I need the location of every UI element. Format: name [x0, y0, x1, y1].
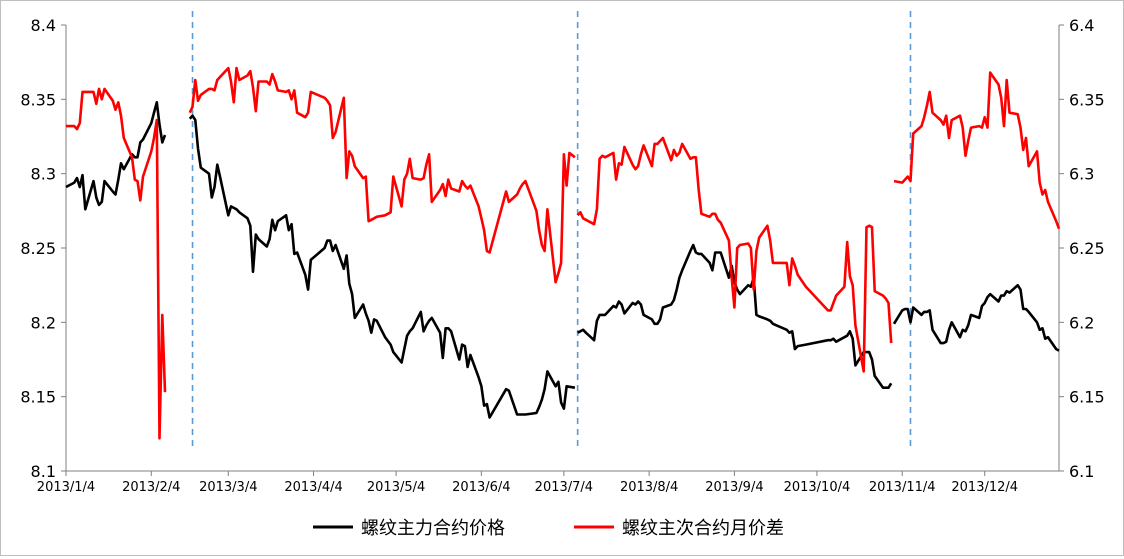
right-y-tick-label: 6.35: [1069, 90, 1105, 109]
right-y-tick-label: 6.2: [1069, 313, 1094, 332]
series-line-month-spread: [66, 87, 167, 440]
left-y-tick-label: 8.3: [31, 165, 56, 184]
series-group: [65, 66, 1061, 440]
right-y-tick-label: 6.3: [1069, 165, 1094, 184]
x-tick-label: 2013/8/4: [620, 480, 678, 495]
legend-label-main: 螺纹主力合约价格: [361, 518, 505, 539]
left-y-tick-label: 8.35: [20, 90, 56, 109]
reference-lines: [191, 11, 912, 449]
right-y-tick-label: 6.4: [1069, 16, 1094, 35]
right-y-tick-label: 6.1: [1069, 462, 1094, 481]
series-line-main-contract-price: [65, 101, 167, 211]
left-y-tick-label: 8.2: [31, 313, 56, 332]
series-line-main-contract-price: [577, 243, 893, 390]
x-tick-label: 2013/5/4: [367, 480, 425, 495]
left-y-tick-label: 8.15: [20, 388, 56, 407]
legend-label-spread: 螺纹主次合约月价差: [622, 518, 784, 539]
series-line-main-contract-price: [188, 114, 576, 419]
legend: 螺纹主力合约价格 螺纹主次合约月价差: [313, 518, 784, 539]
x-tick-label: 2013/6/4: [452, 480, 510, 495]
x-tick-label: 2013/4/4: [284, 480, 342, 495]
series-line-main-contract-price: [892, 283, 1060, 352]
right-y-tick-label: 6.25: [1069, 239, 1105, 258]
x-tick-label: 2013/10/4: [784, 480, 851, 495]
x-tick-label: 2013/1/4: [37, 480, 95, 495]
x-tick-label: 2013/3/4: [199, 480, 257, 495]
series-line-month-spread: [188, 66, 576, 284]
left-y-tick-label: 8.25: [20, 239, 56, 258]
left-y-tick-label: 8.1: [31, 462, 56, 481]
x-tick-label: 2013/2/4: [122, 480, 180, 495]
right-y-tick-label: 6.15: [1069, 388, 1105, 407]
left-y-tick-label: 8.4: [31, 16, 56, 35]
x-tick-label: 2013/12/4: [951, 480, 1018, 495]
x-tick-label: 2013/7/4: [535, 480, 593, 495]
x-tick-label: 2013/11/4: [869, 480, 936, 495]
axes: 8.1 8.15 8.2 8.25 8.3 8.35 8.4 6.1 6.15 6.2 6.25 6.…: [20, 16, 1104, 495]
x-tick-label: 2013/9/4: [705, 480, 763, 495]
series-line-month-spread: [893, 71, 1061, 230]
series-line-month-spread: [576, 136, 893, 373]
